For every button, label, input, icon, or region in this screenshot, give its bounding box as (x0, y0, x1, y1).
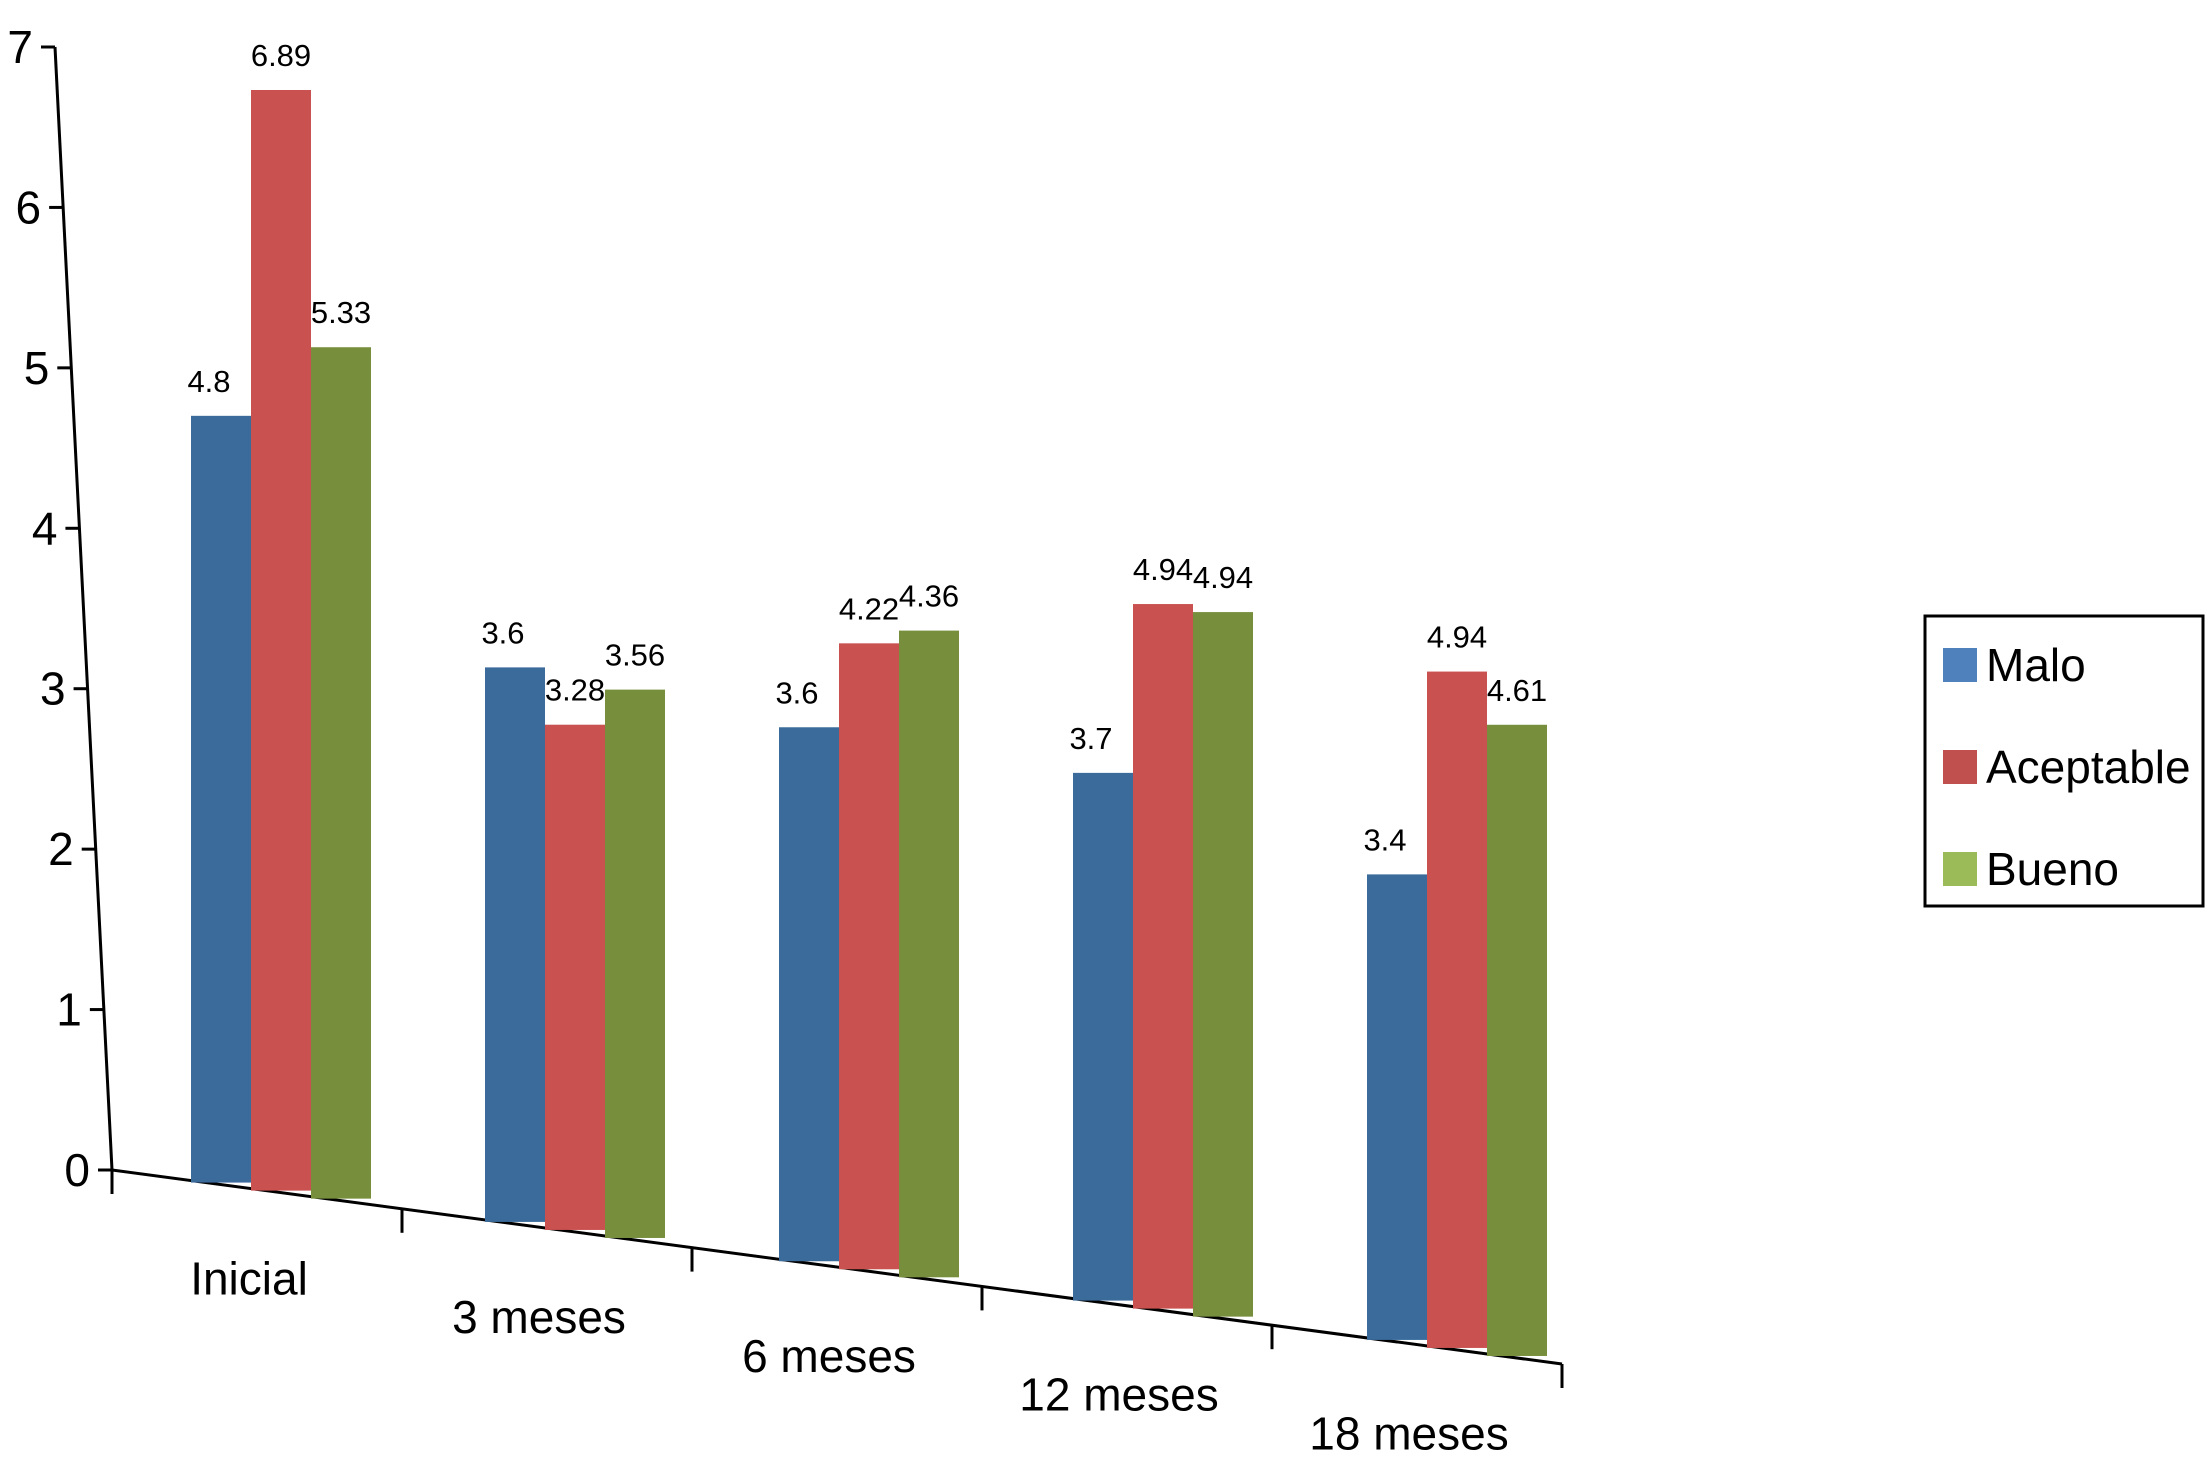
y-tick-label: 0 (64, 1144, 90, 1196)
y-tick-label: 7 (7, 21, 33, 73)
legend-swatch-bueno (1943, 852, 1977, 886)
bar-bueno-1 (605, 689, 665, 1238)
data-label: 3.4 (1363, 822, 1406, 857)
data-labels: 4.8 6.89 5.33 3.6 3.283.56 3.6 4.22 4.36 3.7 4.94… (187, 38, 1547, 857)
x-tick-label: 6 meses (742, 1330, 916, 1382)
data-label: 3.6 (775, 675, 818, 710)
y-tick-label: 4 (32, 502, 58, 554)
legend-swatch-malo (1943, 648, 1977, 682)
legend-label-bueno: Bueno (1986, 843, 2119, 895)
x-tick-label: 12 meses (1019, 1369, 1218, 1421)
data-label: 5.33 (311, 295, 371, 330)
data-label: 3.56 (605, 638, 665, 673)
bar-aceptable-4 (1427, 671, 1487, 1348)
legend-swatch-aceptable (1943, 750, 1977, 784)
data-label: 3.6 (481, 615, 524, 650)
bar-malo-0 (191, 415, 251, 1183)
bar-aceptable-1 (545, 724, 605, 1230)
x-tick-label: 18 meses (1309, 1408, 1508, 1459)
bar-bueno-4 (1487, 724, 1547, 1356)
x-tick-label: 3 meses (452, 1291, 626, 1343)
bar-aceptable-0 (251, 90, 311, 1191)
data-label: 4.61 (1487, 673, 1547, 708)
data-label: 6.89 (251, 38, 311, 73)
data-label: 4.94 (1427, 620, 1487, 655)
x-tick-label: Inicial (190, 1252, 308, 1304)
data-label: 4.94 (1133, 552, 1193, 587)
data-label: 4.36 (899, 579, 959, 614)
data-label: 4.8 (187, 364, 230, 399)
bar-aceptable-2 (839, 643, 899, 1270)
bar-bueno-2 (899, 630, 959, 1278)
bar-aceptable-3 (1133, 604, 1193, 1309)
bar-malo-4 (1367, 874, 1427, 1340)
bar-bueno-0 (311, 347, 371, 1199)
y-axis-line (53, 46, 114, 1171)
legend-label-malo: Malo (1986, 639, 2086, 691)
legend-label-aceptable: Aceptable (1986, 741, 2191, 793)
bar-malo-1 (485, 667, 545, 1222)
bar-bueno-3 (1193, 612, 1253, 1317)
y-tick-label: 6 (16, 181, 42, 233)
y-tick-label: 3 (40, 663, 66, 715)
y-tick-label: 5 (24, 342, 50, 394)
x-axis-line (111, 1168, 1563, 1366)
data-label: 3.7 (1069, 721, 1112, 756)
bar-malo-2 (779, 727, 839, 1262)
bars (191, 90, 1547, 1356)
data-label: 4.22 (839, 591, 899, 626)
y-tick-label: 1 (56, 984, 82, 1036)
bar-malo-3 (1073, 772, 1133, 1301)
y-tick-label: 2 (48, 823, 74, 875)
data-label: 4.94 (1193, 560, 1253, 595)
axes: 0 1 2 3 4 5 6 7 Inicial 3 meses 6 meses 12 meses 18 … (7, 21, 1564, 1459)
legend: Malo Aceptable Bueno (1923, 614, 2205, 908)
data-label: 3.28 (545, 673, 605, 708)
